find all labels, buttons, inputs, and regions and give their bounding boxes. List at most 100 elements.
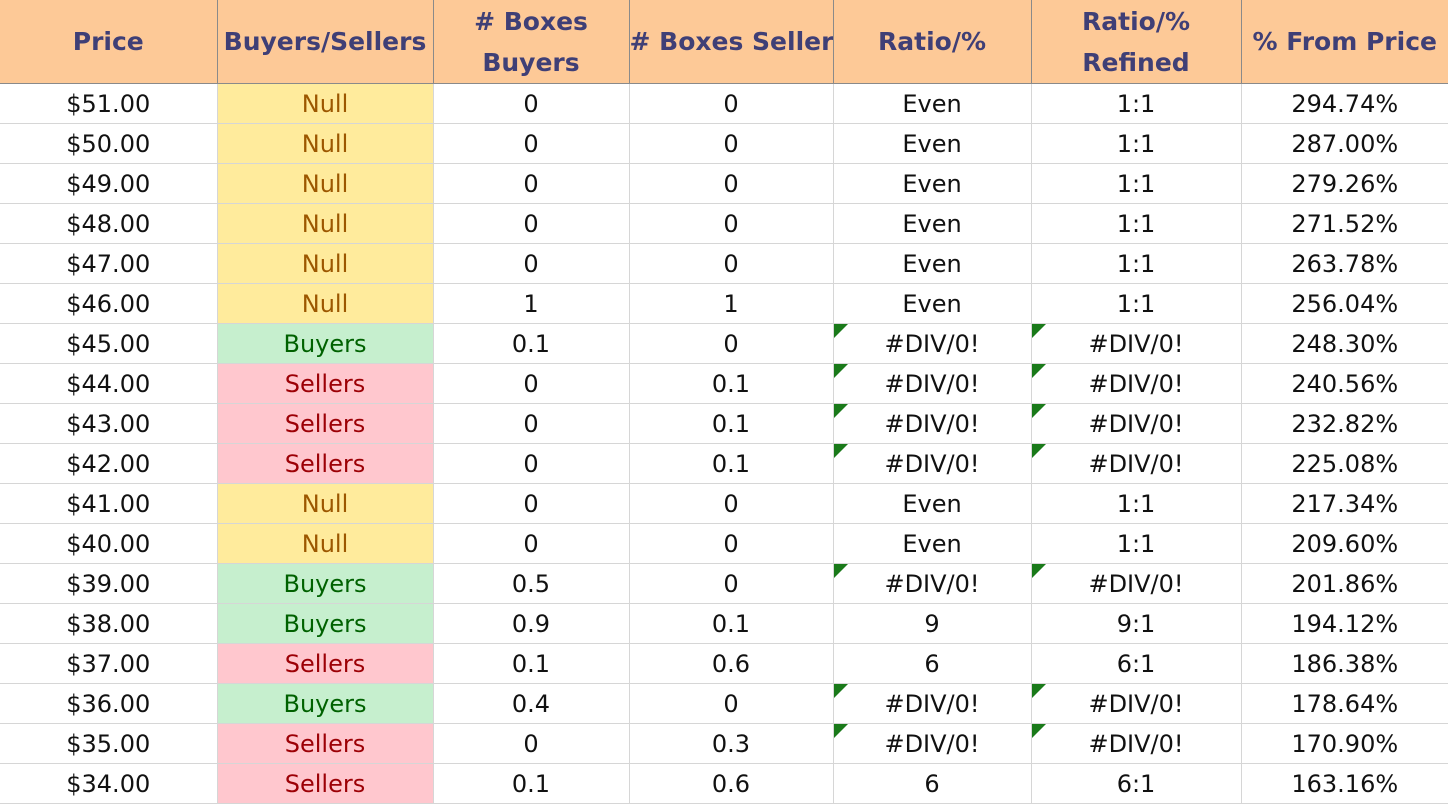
error-indicator-icon[interactable] <box>1031 444 1046 458</box>
boxes-buyers-cell[interactable]: 0 <box>433 83 630 124</box>
error-indicator-icon[interactable] <box>833 324 848 338</box>
price-cell[interactable]: $49.00 <box>0 163 218 204</box>
error-indicator-icon[interactable] <box>833 724 848 738</box>
buyers-sellers-cell[interactable]: Buyers <box>217 323 434 364</box>
ratio-refined-cell[interactable]: #DIV/0! <box>1031 403 1242 444</box>
boxes-sellers-cell[interactable]: 0.1 <box>629 363 834 404</box>
ratio-cell[interactable]: #DIV/0! <box>833 443 1032 484</box>
price-cell[interactable]: $41.00 <box>0 483 218 524</box>
boxes-buyers-cell[interactable]: 0 <box>433 723 630 764</box>
error-indicator-icon[interactable] <box>1031 404 1046 418</box>
ratio-refined-cell[interactable]: #DIV/0! <box>1031 723 1242 764</box>
header-boxes-buyers[interactable]: # Boxes Buyers <box>433 0 630 84</box>
header-ratio-refined[interactable]: Ratio/% Refined <box>1031 0 1242 84</box>
boxes-buyers-cell[interactable]: 0.4 <box>433 683 630 724</box>
ratio-refined-cell[interactable]: 1:1 <box>1031 83 1242 124</box>
ratio-cell[interactable]: #DIV/0! <box>833 563 1032 604</box>
error-indicator-icon[interactable] <box>833 564 848 578</box>
boxes-sellers-cell[interactable]: 0.3 <box>629 723 834 764</box>
buyers-sellers-cell[interactable]: Buyers <box>217 603 434 644</box>
percent-from-price-cell[interactable]: 271.52% <box>1241 203 1448 244</box>
boxes-sellers-cell[interactable]: 1 <box>629 283 834 324</box>
percent-from-price-cell[interactable]: 263.78% <box>1241 243 1448 284</box>
boxes-sellers-cell[interactable]: 0.6 <box>629 763 834 804</box>
ratio-refined-cell[interactable]: 1:1 <box>1031 523 1242 564</box>
error-indicator-icon[interactable] <box>833 684 848 698</box>
ratio-refined-cell[interactable]: #DIV/0! <box>1031 563 1242 604</box>
error-indicator-icon[interactable] <box>1031 724 1046 738</box>
ratio-cell[interactable]: Even <box>833 203 1032 244</box>
buyers-sellers-cell[interactable]: Sellers <box>217 363 434 404</box>
percent-from-price-cell[interactable]: 279.26% <box>1241 163 1448 204</box>
percent-from-price-cell[interactable]: 170.90% <box>1241 723 1448 764</box>
ratio-cell[interactable]: Even <box>833 283 1032 324</box>
price-cell[interactable]: $47.00 <box>0 243 218 284</box>
ratio-refined-cell[interactable]: 1:1 <box>1031 123 1242 164</box>
price-cell[interactable]: $43.00 <box>0 403 218 444</box>
boxes-buyers-cell[interactable]: 0 <box>433 483 630 524</box>
percent-from-price-cell[interactable]: 225.08% <box>1241 443 1448 484</box>
error-indicator-icon[interactable] <box>833 364 848 378</box>
boxes-sellers-cell[interactable]: 0.1 <box>629 403 834 444</box>
price-cell[interactable]: $46.00 <box>0 283 218 324</box>
ratio-cell[interactable]: 9 <box>833 603 1032 644</box>
ratio-refined-cell[interactable]: 1:1 <box>1031 283 1242 324</box>
ratio-cell[interactable]: Even <box>833 523 1032 564</box>
ratio-cell[interactable]: #DIV/0! <box>833 323 1032 364</box>
boxes-buyers-cell[interactable]: 0.1 <box>433 643 630 684</box>
boxes-buyers-cell[interactable]: 0.1 <box>433 763 630 804</box>
boxes-buyers-cell[interactable]: 0.9 <box>433 603 630 644</box>
ratio-cell[interactable]: Even <box>833 243 1032 284</box>
buyers-sellers-cell[interactable]: Buyers <box>217 563 434 604</box>
error-indicator-icon[interactable] <box>1031 684 1046 698</box>
buyers-sellers-cell[interactable]: Null <box>217 83 434 124</box>
ratio-refined-cell[interactable]: #DIV/0! <box>1031 443 1242 484</box>
ratio-refined-cell[interactable]: #DIV/0! <box>1031 323 1242 364</box>
price-cell[interactable]: $42.00 <box>0 443 218 484</box>
boxes-sellers-cell[interactable]: 0.1 <box>629 603 834 644</box>
boxes-sellers-cell[interactable]: 0 <box>629 163 834 204</box>
percent-from-price-cell[interactable]: 201.86% <box>1241 563 1448 604</box>
buyers-sellers-cell[interactable]: Null <box>217 163 434 204</box>
price-cell[interactable]: $51.00 <box>0 83 218 124</box>
ratio-refined-cell[interactable]: 6:1 <box>1031 763 1242 804</box>
percent-from-price-cell[interactable]: 178.64% <box>1241 683 1448 724</box>
percent-from-price-cell[interactable]: 209.60% <box>1241 523 1448 564</box>
boxes-buyers-cell[interactable]: 0 <box>433 123 630 164</box>
ratio-refined-cell[interactable]: 1:1 <box>1031 203 1242 244</box>
price-cell[interactable]: $38.00 <box>0 603 218 644</box>
boxes-buyers-cell[interactable]: 0 <box>433 203 630 244</box>
percent-from-price-cell[interactable]: 256.04% <box>1241 283 1448 324</box>
boxes-sellers-cell[interactable]: 0.1 <box>629 443 834 484</box>
price-cell[interactable]: $35.00 <box>0 723 218 764</box>
ratio-refined-cell[interactable]: #DIV/0! <box>1031 363 1242 404</box>
buyers-sellers-cell[interactable]: Null <box>217 203 434 244</box>
boxes-sellers-cell[interactable]: 0 <box>629 203 834 244</box>
boxes-sellers-cell[interactable]: 0 <box>629 683 834 724</box>
buyers-sellers-cell[interactable]: Null <box>217 123 434 164</box>
price-cell[interactable]: $37.00 <box>0 643 218 684</box>
header-buyers-sellers[interactable]: Buyers/Sellers <box>217 0 434 84</box>
buyers-sellers-cell[interactable]: Sellers <box>217 643 434 684</box>
ratio-refined-cell[interactable]: 1:1 <box>1031 483 1242 524</box>
boxes-buyers-cell[interactable]: 0 <box>433 363 630 404</box>
ratio-cell[interactable]: 6 <box>833 763 1032 804</box>
boxes-sellers-cell[interactable]: 0 <box>629 83 834 124</box>
price-cell[interactable]: $36.00 <box>0 683 218 724</box>
buyers-sellers-cell[interactable]: Buyers <box>217 683 434 724</box>
ratio-refined-cell[interactable]: 1:1 <box>1031 243 1242 284</box>
error-indicator-icon[interactable] <box>1031 324 1046 338</box>
price-cell[interactable]: $40.00 <box>0 523 218 564</box>
ratio-cell[interactable]: #DIV/0! <box>833 723 1032 764</box>
boxes-buyers-cell[interactable]: 0.1 <box>433 323 630 364</box>
header-percent-from-price[interactable]: % From Price <box>1241 0 1448 84</box>
buyers-sellers-cell[interactable]: Null <box>217 243 434 284</box>
boxes-sellers-cell[interactable]: 0 <box>629 523 834 564</box>
ratio-cell[interactable]: Even <box>833 483 1032 524</box>
error-indicator-icon[interactable] <box>1031 364 1046 378</box>
ratio-refined-cell[interactable]: 6:1 <box>1031 643 1242 684</box>
boxes-sellers-cell[interactable]: 0 <box>629 243 834 284</box>
price-cell[interactable]: $34.00 <box>0 763 218 804</box>
boxes-buyers-cell[interactable]: 1 <box>433 283 630 324</box>
boxes-sellers-cell[interactable]: 0.6 <box>629 643 834 684</box>
